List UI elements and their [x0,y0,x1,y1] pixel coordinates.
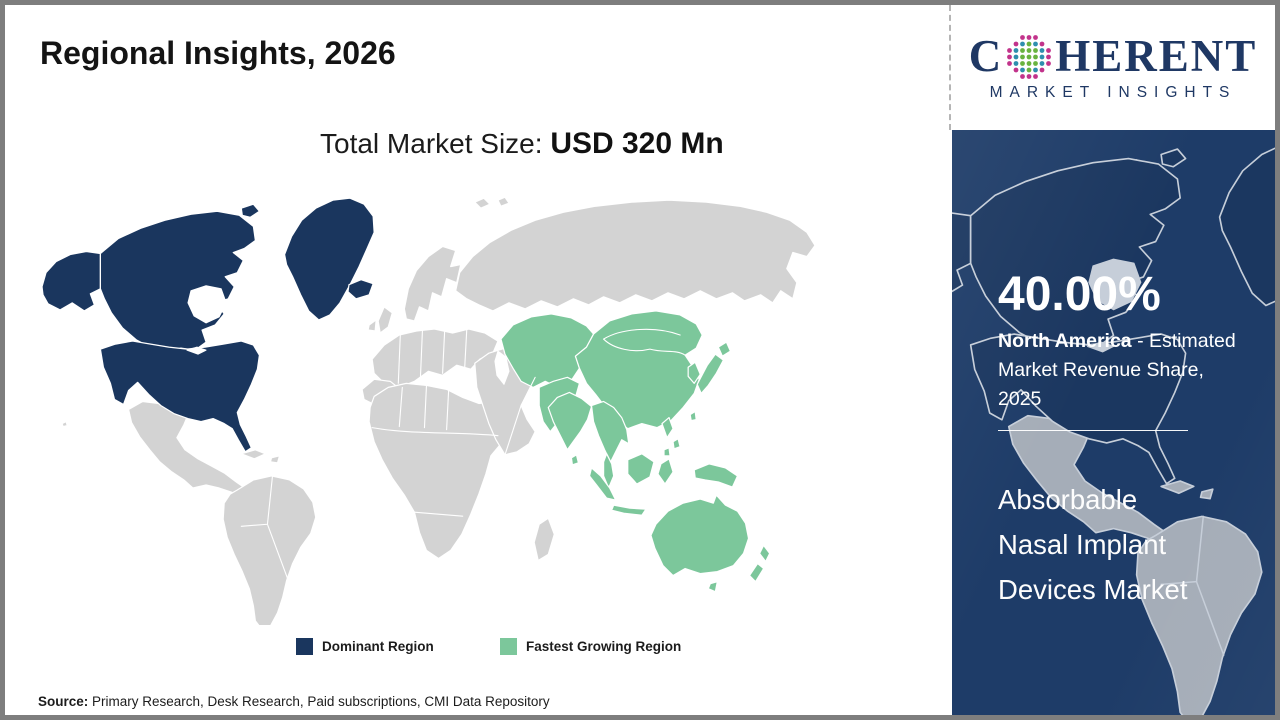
report-title-line-2: Nasal Implant [998,529,1167,561]
total-market-size: Total Market Size: USD 320 Mn [320,127,724,161]
map-africa [368,382,518,560]
brand-subtitle: MARKET INSIGHTS [989,83,1237,101]
brand-logo-row: C HERENT [969,34,1258,80]
legend-fastest-region: Fastest Growing Region [500,638,681,655]
legend-dominant-label: Dominant Region [322,639,434,654]
region-north-america [41,197,375,453]
brand-logo: C HERENT MARKET INSIGHTS [949,5,1275,130]
brand-letters-herent: HERENT [1055,31,1258,81]
world-map [40,188,820,625]
page-title: Regional Insights, 2026 [40,35,396,71]
source-line: Source: Primary Research, Desk Research,… [38,694,550,709]
world-map-svg [41,196,816,625]
map-tasmania [707,581,718,593]
source-text: Primary Research, Desk Research, Paid su… [88,694,550,709]
map-india [547,391,593,451]
map-philippines-2 [672,438,681,450]
map-uk [377,306,393,334]
map-sulawesi [657,458,674,485]
report-title-line-1: Absorbable [998,484,1138,516]
map-hudson-bay [187,285,227,324]
map-border-hints [240,328,686,580]
map-cuba [240,449,267,460]
map-caspian-sea [494,350,510,385]
map-arctic-island-2 [240,203,261,218]
map-southeast-asia [590,400,630,463]
map-taiwan [689,410,697,422]
sidebar-divider [998,430,1188,432]
report-title: Absorbable Nasal Implant Devices Market [998,477,1241,612]
map-japan-hokkaido [717,341,732,357]
map-ireland [367,319,377,332]
map-sri-lanka [570,454,580,466]
map-korea [687,361,701,384]
map-new-guinea [693,463,739,488]
stat-desc-text: - Estimated Market Revenue Share, 2025 [998,330,1236,411]
region-asia-pacific [500,310,771,593]
total-market-size-value: USD 320 Mn [550,127,724,160]
legend-dominant-region: Dominant Region [296,638,434,655]
sidebar-content: 40.00% North America - Estimated Market … [952,130,1275,612]
map-usa [99,340,261,453]
map-australia [650,494,750,577]
legend-dominant-swatch [296,638,313,655]
map-madagascar [533,517,555,562]
map-sumatra [588,467,617,501]
map-borneo [627,453,655,485]
map-great-lakes [186,346,207,355]
globe-dots-icon [1007,34,1052,79]
map-new-zealand-north [759,544,771,563]
map-china-mongolia [574,310,703,430]
map-japan-honshu [696,353,724,395]
map-alaska [41,250,101,312]
map-philippines [661,416,674,439]
map-iceland [347,279,374,300]
map-philippines-3 [663,447,671,457]
total-market-size-label: Total Market Size: [320,128,551,159]
legend-fastest-label: Fastest Growing Region [526,639,682,654]
legend-fastest-swatch [500,638,517,655]
map-canada [99,210,256,353]
report-title-line-3: Devices Market [998,574,1188,606]
map-hispaniola [269,455,281,464]
map-java [611,504,647,516]
map-scandinavia [403,245,462,322]
map-greenland [283,197,375,321]
brand-letter-c: C [968,31,1004,81]
stat-value: 40.00% [998,268,1161,321]
map-south-america [222,475,317,625]
stat-description: North America - Estimated Market Revenue… [998,327,1241,414]
sidebar-panel: 40.00% North America - Estimated Market … [952,130,1275,715]
stat-region: North America [998,330,1132,353]
map-svalbard [474,197,491,209]
map-arctic-isle [497,196,510,207]
map-russia [455,199,816,312]
map-hawaii [61,420,68,428]
map-new-zealand-south [748,562,765,583]
source-label: Source: [38,694,89,709]
